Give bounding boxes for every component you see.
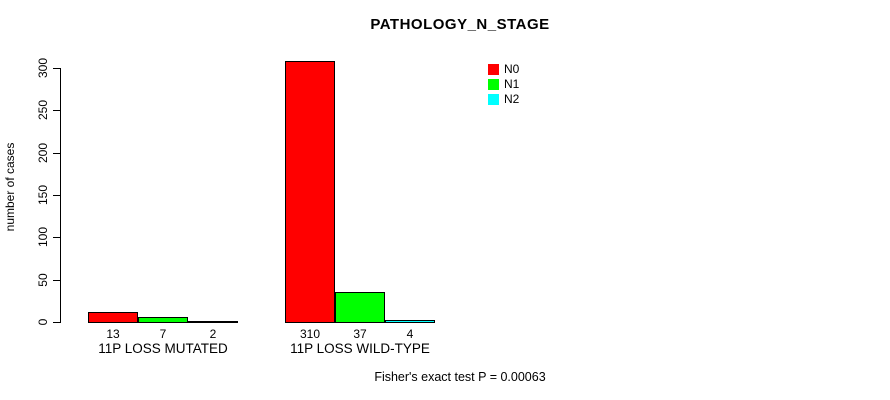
y-axis-tick [53, 280, 60, 281]
y-axis-tick [53, 322, 60, 323]
legend-label: N2 [504, 92, 520, 106]
y-axis-tick-label: 200 [36, 142, 50, 164]
bar-n2-group1 [188, 321, 238, 323]
y-axis-tick-label: 0 [36, 318, 50, 326]
bar-n1-group2 [335, 292, 385, 323]
bar-value-label: 310 [299, 327, 321, 341]
y-axis-label: number of cases [3, 142, 17, 232]
bar-n1-group1 [138, 317, 188, 323]
y-axis-line [60, 68, 61, 323]
legend-swatch-n2 [488, 94, 499, 105]
legend: N0 N1 N2 [488, 62, 520, 109]
legend-swatch-n1 [488, 79, 499, 90]
bar-value-label: 13 [106, 327, 120, 341]
y-axis-tick-label: 300 [36, 57, 50, 79]
y-axis-tick [53, 68, 60, 69]
stat-test-annotation: Fisher's exact test P = 0.00063 [374, 370, 546, 384]
y-axis-tick [53, 110, 60, 111]
bar-n0-group2 [285, 61, 335, 323]
legend-item: N1 [488, 77, 520, 91]
y-axis-tick-label: 250 [36, 99, 50, 121]
x-axis-group-label: 11P LOSS MUTATED [98, 341, 228, 356]
bar-value-label: 7 [159, 327, 167, 341]
y-axis-tick-label: 50 [36, 273, 50, 287]
chart-title: PATHOLOGY_N_STAGE [370, 16, 550, 33]
y-axis-tick [53, 153, 60, 154]
y-axis-tick-label: 150 [36, 184, 50, 206]
legend-label: N0 [504, 62, 520, 76]
bar-value-label: 2 [209, 327, 217, 341]
legend-item: N0 [488, 62, 520, 76]
bar-value-label: 37 [353, 327, 367, 341]
bar-n2-group2 [385, 320, 435, 323]
bar-value-label: 4 [406, 327, 414, 341]
legend-item: N2 [488, 92, 520, 106]
y-axis-tick [53, 237, 60, 238]
bar-n0-group1 [88, 312, 138, 323]
legend-label: N1 [504, 77, 520, 91]
legend-swatch-n0 [488, 64, 499, 75]
x-axis-group-label: 11P LOSS WILD-TYPE [290, 341, 430, 356]
y-axis-tick-label: 100 [36, 226, 50, 248]
y-axis-tick [53, 195, 60, 196]
